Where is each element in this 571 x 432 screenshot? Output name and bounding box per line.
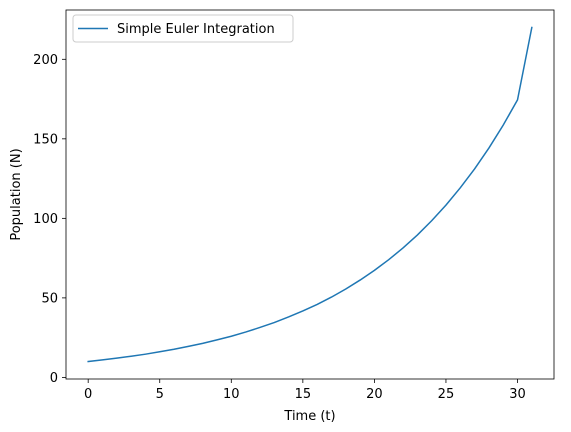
series-line-0 xyxy=(87,26,533,363)
legend-box xyxy=(72,14,294,43)
x-tick-label: 10 xyxy=(223,387,240,402)
y-tick-label: 150 xyxy=(33,132,58,147)
x-tick-label: 15 xyxy=(295,387,312,402)
x-tick-label: 5 xyxy=(156,387,164,402)
x-axis-label: Time (t) xyxy=(283,409,335,424)
x-tick-label: 20 xyxy=(366,387,383,402)
y-tick-label: 0 xyxy=(50,371,58,386)
legend: Simple Euler Integration xyxy=(72,14,294,43)
axes-layer: 0 5 10 15 20 25 30 0 50 100 150 200 xyxy=(33,9,555,402)
legend-label: Simple Euler Integration xyxy=(117,22,275,37)
x-tick-label: 0 xyxy=(84,387,92,402)
y-tick-label: 50 xyxy=(41,291,58,306)
y-axis-label: Population (N) xyxy=(9,148,24,240)
x-tick-label: 30 xyxy=(509,387,526,402)
y-tick-label: 100 xyxy=(33,212,58,227)
plot-layer xyxy=(87,26,533,363)
x-tick-label: 25 xyxy=(438,387,455,402)
axes-frame xyxy=(65,9,555,380)
y-tick-label: 200 xyxy=(33,53,58,68)
